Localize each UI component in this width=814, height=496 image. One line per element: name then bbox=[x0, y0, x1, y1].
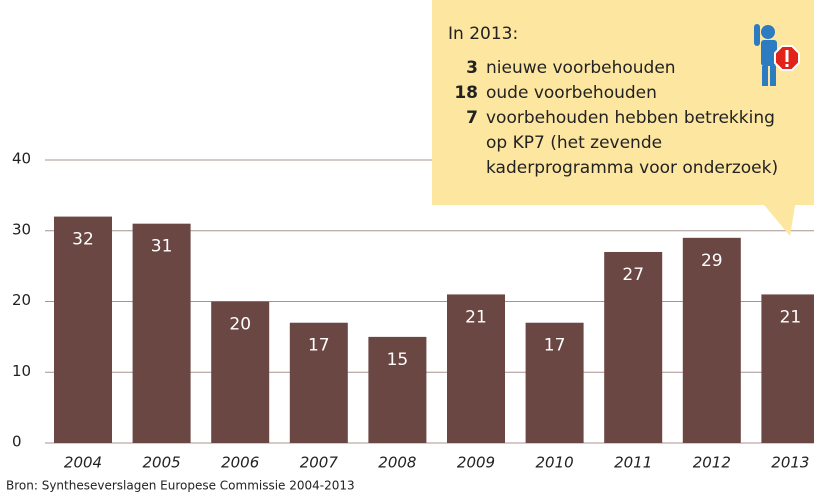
callout-text: oude voorbehouden bbox=[486, 83, 657, 103]
x-tick-label: 2008 bbox=[378, 454, 416, 472]
y-tick-label: 0 bbox=[12, 433, 22, 451]
y-tick-label: 40 bbox=[12, 150, 31, 168]
callout-number: 18 bbox=[454, 83, 478, 103]
callout-text: voorbehouden hebben betrekking op KP7 (h… bbox=[486, 108, 779, 178]
value-label: 27 bbox=[622, 265, 644, 285]
bar bbox=[604, 251, 663, 443]
value-label: 29 bbox=[701, 251, 723, 271]
x-tick-label: 2004 bbox=[64, 454, 102, 472]
callout-number: 3 bbox=[466, 58, 478, 78]
y-tick-label: 20 bbox=[12, 291, 31, 309]
bar bbox=[447, 294, 505, 443]
bar bbox=[211, 301, 270, 443]
y-tick-label: 10 bbox=[12, 362, 31, 380]
value-label: 21 bbox=[780, 307, 802, 327]
value-label: 20 bbox=[229, 315, 251, 335]
value-label: 17 bbox=[308, 336, 330, 356]
bar bbox=[289, 322, 348, 443]
bar bbox=[368, 336, 427, 443]
callout-items: 3 nieuwe voorbehouden 18 oude voorbehouden 7… bbox=[448, 56, 814, 181]
value-label: 15 bbox=[387, 350, 409, 370]
x-tick-label: 2013 bbox=[771, 454, 809, 472]
bar bbox=[54, 216, 112, 443]
bar bbox=[132, 223, 191, 443]
value-label: 31 bbox=[151, 237, 173, 257]
value-label: 32 bbox=[72, 230, 94, 250]
x-tick-label: 2012 bbox=[693, 454, 731, 472]
source: Bron: Syntheseverslagen Europese Commiss… bbox=[6, 479, 355, 493]
x-tick-label: 2011 bbox=[614, 454, 652, 472]
x-tick-label: 2009 bbox=[457, 454, 495, 472]
callout: In 2013: 3 nieuwe voorbehouden 18 oude voor… bbox=[432, 0, 814, 205]
x-tick-label: 2010 bbox=[536, 454, 574, 472]
callout-pointer bbox=[760, 200, 796, 236]
callout-number: 7 bbox=[466, 108, 478, 128]
bar bbox=[682, 237, 741, 443]
y-tick-label: 30 bbox=[12, 220, 31, 238]
callout-title: In 2013: bbox=[448, 24, 519, 44]
callout-text: nieuwe voorbehouden bbox=[486, 58, 676, 78]
x-tick-label: 2005 bbox=[143, 454, 181, 472]
bar bbox=[761, 294, 814, 443]
value-label: 21 bbox=[465, 307, 487, 327]
x-tick-label: 2007 bbox=[300, 454, 339, 472]
value-label: 17 bbox=[544, 336, 566, 356]
icon bbox=[754, 24, 800, 86]
bar bbox=[525, 322, 584, 443]
x-tick-label: 2006 bbox=[221, 454, 259, 472]
